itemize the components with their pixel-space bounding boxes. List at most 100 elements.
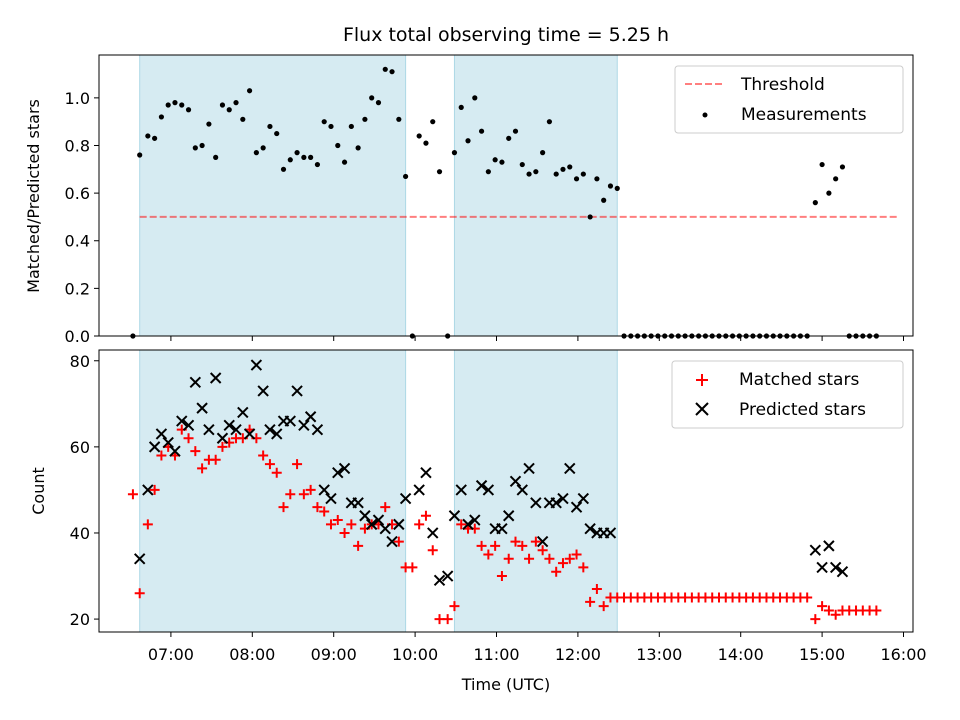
measurement-point xyxy=(573,176,580,182)
predicted-star-point xyxy=(291,385,303,397)
measurement-point xyxy=(594,176,600,182)
matched-star-point xyxy=(564,553,575,564)
x-tick-label: 08:00 xyxy=(229,645,275,664)
predicted-star-point xyxy=(530,497,542,509)
top-panel: 0.0 0.2 0.4 0.6 0.8 1.0 Matched/Predicted sta… xyxy=(24,54,914,346)
predicted-star-point xyxy=(243,428,256,440)
matched-star-point xyxy=(393,536,404,547)
shaded-interval-2 xyxy=(453,349,618,633)
threshold-legend-label: Threshold xyxy=(740,75,825,95)
matched-star-point xyxy=(183,433,194,444)
matched-star-point xyxy=(871,605,882,616)
predicted-star-point xyxy=(462,518,474,531)
predicted-star-point xyxy=(196,402,208,414)
matched-star-point xyxy=(312,502,323,513)
measurement-point xyxy=(308,154,314,160)
predicted-star-point xyxy=(455,484,467,496)
measurement-point xyxy=(499,159,505,165)
matched-star-point xyxy=(210,454,221,465)
measurement-point xyxy=(335,142,341,149)
predicted-star-point xyxy=(564,462,576,475)
measurement-point xyxy=(519,161,525,168)
measurement-point xyxy=(192,145,198,151)
matched-star-point xyxy=(483,549,494,560)
measurement-point xyxy=(301,154,307,160)
measurement-point xyxy=(355,145,361,151)
predicted-star-point xyxy=(264,423,276,436)
measurement-point xyxy=(240,116,246,122)
y-tick-label: 20 xyxy=(70,610,90,629)
matched-star-point xyxy=(442,614,453,625)
predicted-star-point xyxy=(176,415,188,427)
y-tick-label: 40 xyxy=(70,524,90,543)
matched-star-point xyxy=(127,489,138,500)
matched-star-point xyxy=(278,502,289,513)
measurement-point xyxy=(451,150,458,156)
measurement-point xyxy=(382,66,388,72)
matched-star-point xyxy=(524,553,535,564)
measurements-series xyxy=(130,66,879,339)
bottom-legend: Matched stars Predicted stars xyxy=(671,360,904,429)
x-tick-label: 09:00 xyxy=(311,645,357,664)
matched-star-point xyxy=(578,562,589,573)
x-tick-label: 07:00 xyxy=(148,645,194,664)
measurement-point xyxy=(533,169,539,175)
top-x-axis xyxy=(170,336,905,341)
measurement-point xyxy=(492,157,498,163)
predicted-star-point xyxy=(133,553,146,565)
predicted-star-point xyxy=(829,561,842,574)
matched-star-point xyxy=(258,450,269,461)
matched-star-point xyxy=(544,553,555,564)
bottom-legend-box xyxy=(671,360,904,429)
x-tick-label: 12:00 xyxy=(555,645,601,664)
predicted-star-point xyxy=(155,428,168,440)
predicted-star-point xyxy=(570,501,583,513)
matched-star-point xyxy=(285,489,296,500)
matched-star-point xyxy=(325,519,336,530)
predicted-star-point xyxy=(148,441,161,453)
matched-star-point xyxy=(537,545,548,556)
bottom-axes-frame xyxy=(98,349,914,633)
measurement-point xyxy=(506,135,512,141)
predicted-star-point xyxy=(536,535,549,548)
measurement-point xyxy=(472,95,478,101)
matched-star-point xyxy=(530,536,541,547)
measurement-point xyxy=(321,119,327,125)
x-tick-label: 16:00 xyxy=(880,645,926,664)
predicted-star-point xyxy=(550,497,562,509)
measurement-point xyxy=(172,100,178,106)
matched-star-point xyxy=(292,459,303,470)
predicted-star-point xyxy=(284,415,296,427)
measurement-point xyxy=(465,138,471,144)
measurement-point xyxy=(812,200,818,206)
measurement-point xyxy=(833,176,839,182)
predicted-star-point xyxy=(420,466,432,479)
predicted-star-point xyxy=(475,479,488,492)
predicted-star-point xyxy=(516,484,528,496)
bottom-y-axis-label: Count xyxy=(29,467,48,515)
measurement-point xyxy=(341,159,348,165)
measurement-point xyxy=(587,214,593,220)
matched-star-point xyxy=(598,601,609,612)
y-tick-label: 60 xyxy=(70,438,90,457)
measurement-point xyxy=(233,100,239,106)
matched-legend-label: Matched stars xyxy=(739,370,859,390)
predicted-star-point xyxy=(584,522,596,535)
y-tick-label: 0.6 xyxy=(65,184,90,203)
matched-star-point xyxy=(197,463,208,474)
predicted-star-point xyxy=(469,514,481,526)
matched-star-point xyxy=(339,527,350,538)
y-tick-label: 80 xyxy=(70,352,90,371)
predicted-star-point xyxy=(413,484,425,496)
predicted-star-point xyxy=(386,535,398,548)
chart-title: Flux total observing time = 5.25 h xyxy=(343,24,669,46)
predicted-star-point xyxy=(359,510,371,522)
bottom-y-axis: 20 40 60 80 xyxy=(70,352,99,629)
matched-star-point xyxy=(305,484,316,495)
predicted-stars-series xyxy=(133,359,849,587)
predicted-star-point xyxy=(816,561,828,574)
measurement-point xyxy=(560,166,566,172)
y-tick-label: 0.8 xyxy=(65,136,90,155)
matched-star-point xyxy=(476,540,487,551)
matched-star-point xyxy=(802,592,813,603)
